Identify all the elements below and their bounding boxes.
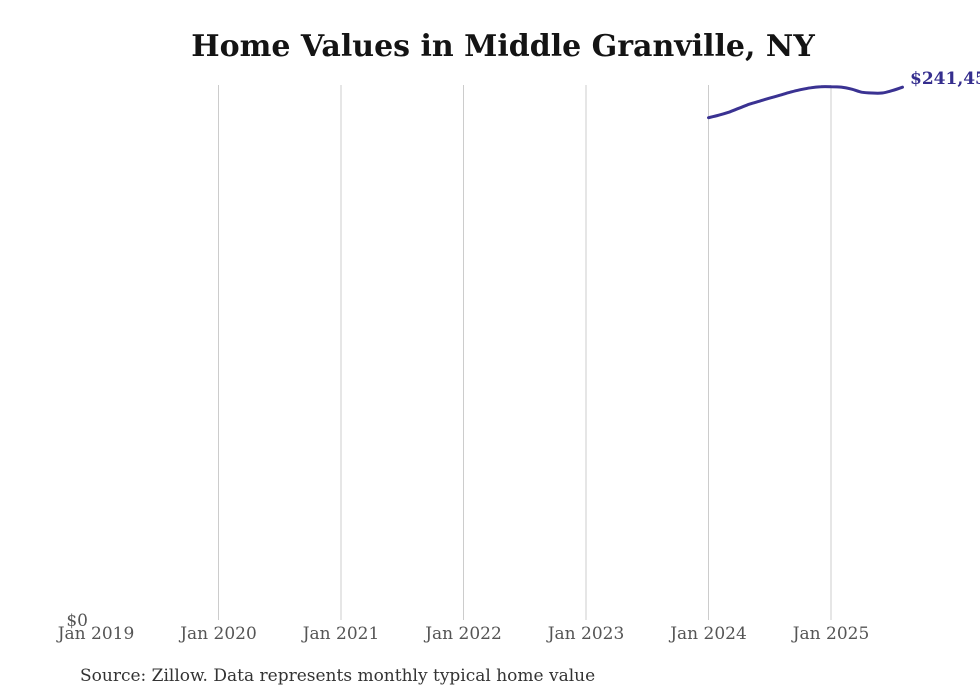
x-axis-label-2019-01: Jan 2019 (57, 624, 135, 644)
home-value-line (707, 85, 904, 120)
chart-title: Home Values in Middle Granville, NY (191, 29, 815, 64)
x-axis-label-2021-01: Jan 2021 (302, 624, 380, 644)
x-axis-label-2022-01: Jan 2022 (425, 624, 502, 644)
x-axis-label-2024-01: Jan 2024 (670, 624, 747, 644)
x-axis-label-2023-01: Jan 2023 (547, 624, 625, 644)
x-axis-label-2020-01: Jan 2020 (180, 624, 257, 644)
source-note: Source: Zillow. Data represents monthly … (80, 666, 596, 686)
latest-value-label: $241,458 (910, 69, 980, 89)
x-axis-label-2025-01: Jan 2025 (792, 624, 870, 644)
y-axis-zero-label: $0 (66, 611, 88, 631)
